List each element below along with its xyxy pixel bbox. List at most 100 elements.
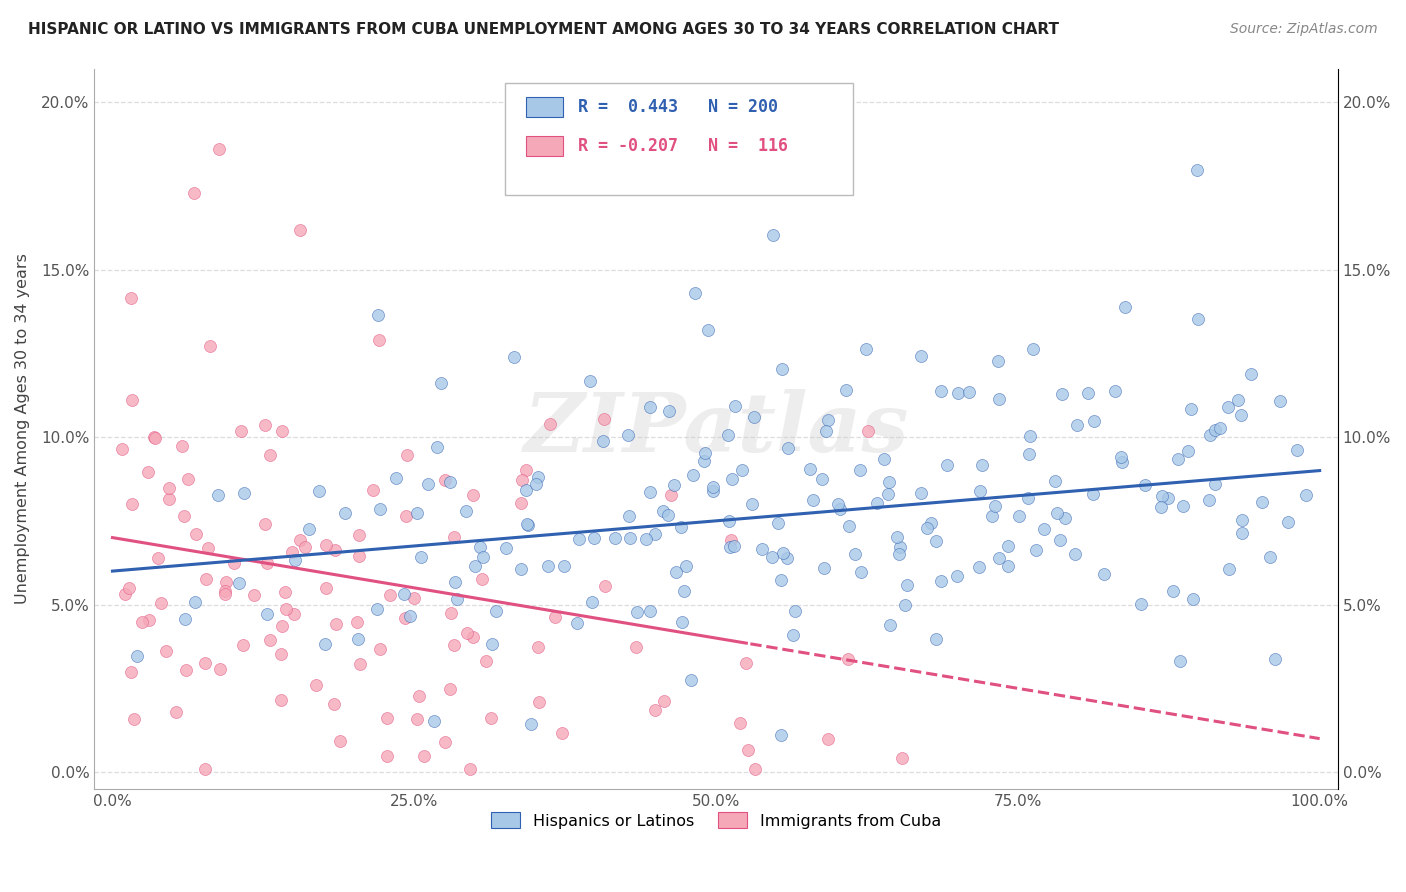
Point [617, 509, 640, 524]
Point [413, 749, 436, 764]
Point [1018, 429, 1040, 443]
Point [408, 690, 430, 704]
Y-axis label: Unemployment Among Ages 30 to 34 years: Unemployment Among Ages 30 to 34 years [15, 253, 30, 604]
Point [652, 694, 675, 708]
Point [232, 486, 254, 500]
Point [150, 596, 173, 610]
Point [368, 501, 391, 516]
Text: HISPANIC OR LATINO VS IMMIGRANTS FROM CUBA UNEMPLOYMENT AMONG AGES 30 TO 34 YEAR: HISPANIC OR LATINO VS IMMIGRANTS FROM CU… [28, 22, 1059, 37]
Point [173, 509, 195, 524]
Point [751, 542, 773, 557]
Point [111, 442, 134, 456]
Point [315, 582, 337, 596]
Point [1046, 506, 1069, 520]
Text: Source: ZipAtlas.com: Source: ZipAtlas.com [1230, 22, 1378, 37]
Point [827, 497, 849, 511]
Legend: Hispanics or Latinos, Immigrants from Cuba: Hispanics or Latinos, Immigrants from Cu… [485, 805, 948, 835]
Point [1230, 513, 1253, 527]
Point [281, 545, 304, 559]
Point [184, 527, 207, 541]
Point [416, 477, 439, 491]
Point [524, 477, 547, 491]
Point [1268, 394, 1291, 409]
Point [696, 323, 718, 337]
Point [256, 556, 278, 570]
Point [671, 615, 693, 630]
Point [659, 488, 682, 502]
Point [717, 514, 740, 528]
Point [1199, 428, 1222, 442]
Point [817, 731, 839, 746]
Point [176, 663, 198, 677]
Point [997, 540, 1019, 554]
Point [980, 509, 1002, 524]
Point [1181, 591, 1204, 606]
Point [122, 712, 145, 726]
Point [935, 458, 957, 472]
Point [728, 715, 751, 730]
Point [349, 657, 371, 671]
Point [367, 308, 389, 322]
Point [143, 431, 166, 445]
Point [1177, 444, 1199, 458]
Point [347, 549, 370, 563]
Point [969, 484, 991, 499]
Point [894, 598, 917, 612]
Point [461, 630, 484, 644]
Point [1173, 499, 1195, 513]
Point [120, 665, 142, 679]
Point [634, 532, 657, 546]
Point [692, 453, 714, 467]
Point [856, 424, 879, 438]
Point [468, 540, 491, 554]
Point [1018, 447, 1040, 461]
Point [325, 616, 347, 631]
Point [770, 573, 793, 587]
Point [814, 424, 837, 438]
Point [1049, 533, 1071, 547]
Point [426, 440, 449, 454]
Point [1083, 413, 1105, 427]
Point [443, 639, 465, 653]
Point [402, 591, 425, 606]
Point [946, 385, 969, 400]
Point [658, 404, 681, 418]
Point [472, 549, 495, 564]
Point [1017, 491, 1039, 505]
Point [1204, 476, 1226, 491]
Point [721, 472, 744, 486]
Point [896, 577, 918, 591]
Point [967, 560, 990, 574]
Point [731, 463, 754, 477]
Point [378, 588, 401, 602]
Point [271, 618, 294, 632]
Point [578, 374, 600, 388]
Point [229, 424, 252, 438]
Point [723, 539, 745, 553]
Point [1258, 550, 1281, 565]
Point [284, 553, 307, 567]
Point [887, 547, 910, 561]
Point [1050, 386, 1073, 401]
Point [1109, 450, 1132, 464]
Point [1157, 491, 1180, 506]
Point [1218, 561, 1240, 575]
Point [662, 478, 685, 492]
Point [456, 625, 478, 640]
Point [886, 530, 908, 544]
Point [384, 471, 406, 485]
Point [176, 472, 198, 486]
Point [157, 481, 180, 495]
Point [970, 458, 993, 472]
Point [644, 703, 666, 717]
Point [368, 333, 391, 347]
Point [464, 559, 486, 574]
Point [813, 560, 835, 574]
Point [889, 540, 911, 554]
Point [735, 657, 758, 671]
Point [194, 762, 217, 776]
Point [446, 591, 468, 606]
FancyBboxPatch shape [526, 136, 564, 156]
Point [406, 506, 429, 520]
Point [671, 520, 693, 534]
